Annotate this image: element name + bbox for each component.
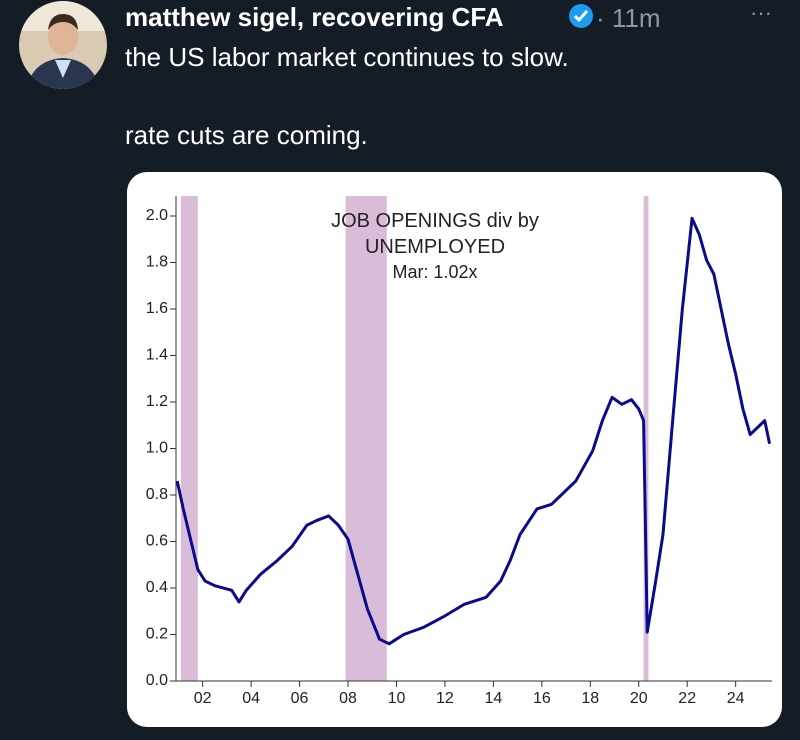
x-tick-label: 22 xyxy=(678,690,696,707)
timestamp[interactable]: · 11m xyxy=(596,3,661,33)
x-tick-label: 10 xyxy=(388,690,406,707)
author-name[interactable]: matthew sigel, recovering CFA xyxy=(125,2,504,32)
y-tick-label: 1.4 xyxy=(146,347,168,364)
x-tick-label: 02 xyxy=(194,690,212,707)
x-tick-label: 20 xyxy=(630,690,648,707)
data-line xyxy=(175,216,772,646)
y-tick-label: 1.8 xyxy=(146,254,168,271)
x-tick-label: 18 xyxy=(581,690,599,707)
verified-check xyxy=(573,10,589,23)
chart-subtitle: Mar: 1.02x xyxy=(392,262,478,282)
x-tick-label: 16 xyxy=(533,690,551,707)
avatar[interactable] xyxy=(19,1,107,95)
y-tick-label: 1.6 xyxy=(146,300,168,317)
more-menu[interactable]: ··· xyxy=(750,0,772,25)
x-tick-label: 14 xyxy=(484,690,502,707)
y-tick-label: 0.8 xyxy=(146,486,168,503)
chart-card[interactable] xyxy=(127,172,782,727)
x-tick-label: 06 xyxy=(291,690,309,707)
y-tick-label: 0.2 xyxy=(146,626,168,643)
x-tick-label: 04 xyxy=(242,690,260,707)
x-tick-label: 08 xyxy=(339,690,357,707)
recession-band xyxy=(643,196,649,681)
tweet-text: the US labor market continues to slow. xyxy=(125,42,569,72)
y-tick-label: 1.0 xyxy=(146,440,168,457)
chart: 0.0 0.2 0.4 0.6 0.8 1.0 1.2 1.4 1.6 1.8 2.0 02 04 06 0… xyxy=(146,196,772,707)
x-tick-label: 24 xyxy=(727,690,745,707)
recession-band xyxy=(180,196,198,681)
y-tick-label: 0.6 xyxy=(146,533,168,550)
y-tick-label: 0.0 xyxy=(146,672,168,689)
y-tick-label: 1.2 xyxy=(146,393,168,410)
x-tick-label: 12 xyxy=(436,690,454,707)
y-tick-label: 2.0 xyxy=(146,207,168,224)
chart-title: JOB OPENINGS div by UNEMPLOYED xyxy=(331,210,539,258)
y-tick-label: 0.4 xyxy=(146,579,168,596)
tweet-text: rate cuts are coming. xyxy=(125,120,368,150)
